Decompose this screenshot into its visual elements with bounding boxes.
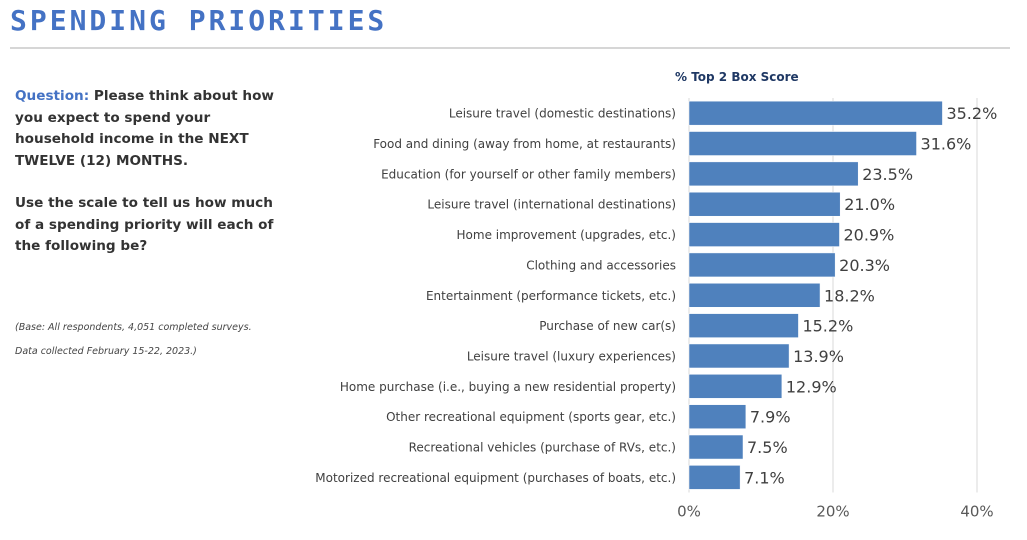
data-label: 31.6%: [921, 135, 972, 154]
data-label: 7.9%: [750, 408, 791, 427]
data-label: 12.9%: [786, 377, 837, 396]
bar: [688, 283, 821, 308]
data-label: 20.3%: [839, 256, 890, 275]
chart-title: % Top 2 Box Score: [675, 70, 799, 84]
base-line-1: (Base: All respondents, 4,051 completed …: [15, 322, 252, 333]
question-instruction: Use the scale to tell us how much of a s…: [15, 195, 274, 254]
x-tick-label: 0%: [677, 503, 701, 521]
category-label: Clothing and accessories: [526, 258, 676, 272]
category-label: Leisure travel (international destinatio…: [427, 198, 676, 212]
bar: [688, 404, 747, 429]
bar: [688, 465, 741, 490]
category-label: Home purchase (i.e., buying a new reside…: [340, 380, 676, 394]
data-label: 18.2%: [824, 286, 875, 305]
data-label: 35.2%: [946, 104, 997, 123]
category-label: Motorized recreational equipment (purcha…: [315, 471, 676, 485]
bar: [688, 252, 836, 278]
bar: [688, 313, 799, 338]
category-label: Other recreational equipment (sports gea…: [386, 410, 676, 424]
page-title: SPENDING PRIORITIES: [10, 4, 388, 37]
bar: [688, 191, 841, 217]
bar: [688, 222, 840, 247]
bar: [688, 161, 859, 187]
category-label: Education (for yourself or other family …: [381, 167, 676, 181]
bar: [688, 374, 783, 399]
data-label: 7.5%: [747, 438, 788, 457]
title-divider: [10, 47, 1010, 49]
question-text: Please think about how you expect to spe…: [15, 88, 274, 169]
category-label: Entertainment (performance tickets, etc.…: [426, 289, 676, 303]
base-line-2: Data collected February 15-22, 2023.): [15, 346, 197, 357]
question-block: Question: Please think about how you exp…: [15, 86, 280, 279]
bar: [688, 131, 917, 156]
category-label: Leisure travel (domestic destinations): [449, 107, 676, 121]
bar: [688, 343, 790, 369]
bar: [688, 100, 943, 126]
category-label: Food and dining (away from home, at rest…: [373, 137, 676, 151]
question-label: Question:: [15, 88, 90, 104]
data-label: 21.0%: [844, 195, 895, 214]
x-tick-label: 40%: [960, 503, 993, 521]
bar: [688, 434, 744, 460]
data-label: 20.9%: [843, 226, 894, 245]
data-label: 23.5%: [862, 165, 913, 184]
base-note: (Base: All respondents, 4,051 completed …: [15, 316, 252, 364]
data-label: 15.2%: [802, 317, 853, 336]
category-label: Home improvement (upgrades, etc.): [457, 228, 676, 242]
x-tick-label: 20%: [816, 503, 849, 521]
category-label: Leisure travel (luxury experiences): [467, 349, 676, 363]
category-label: Purchase of new car(s): [539, 319, 676, 333]
data-label: 7.1%: [744, 468, 785, 487]
data-label: 13.9%: [793, 347, 844, 366]
category-label: Recreational vehicles (purchase of RVs, …: [409, 441, 676, 455]
